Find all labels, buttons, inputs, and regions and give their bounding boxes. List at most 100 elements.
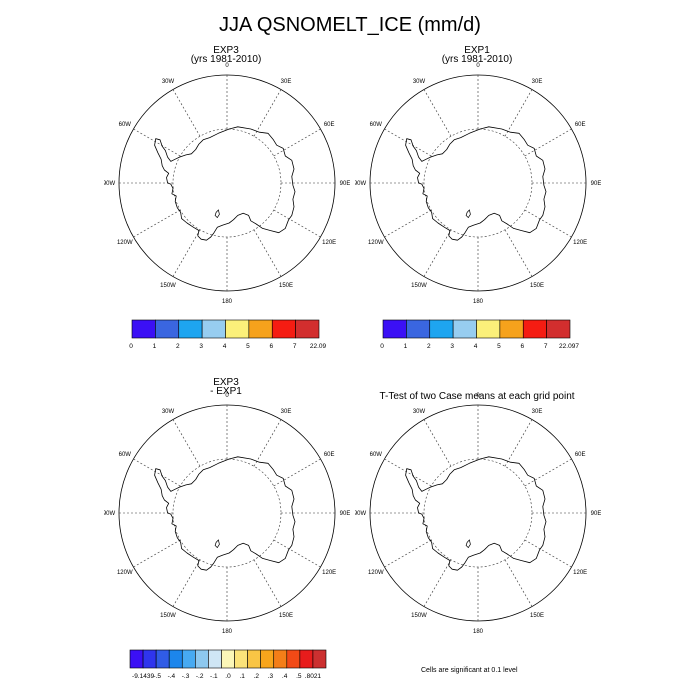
colorbar-label: 6 bbox=[269, 343, 273, 350]
colorbar-swatch bbox=[221, 649, 235, 669]
polar-map-exp1: 0 30E 60E 90E 120E 150E 180 150W 120W 90W 60W 30W bbox=[355, 63, 601, 305]
colorbar-label: .2 bbox=[254, 673, 260, 680]
meridian-line bbox=[253, 229, 282, 277]
longitude-label: 120E bbox=[573, 570, 587, 576]
meridian-line bbox=[253, 419, 282, 467]
meridian-line bbox=[172, 559, 201, 607]
polar-map-diff: 0 30E 60E 90E 120E 150E 180 150W 120W 90W 60W 30W bbox=[104, 393, 350, 635]
significance-note: Cells are significant at 0.1 level bbox=[421, 667, 518, 674]
meridian-line bbox=[384, 458, 432, 487]
longitude-label: 90E bbox=[340, 511, 350, 517]
longitude-label: 120W bbox=[117, 570, 133, 576]
antarctica-coastline bbox=[154, 456, 296, 571]
colorbar-swatch bbox=[299, 649, 314, 669]
longitude-label: 180 bbox=[222, 299, 233, 305]
colorbar-label: .3 bbox=[268, 673, 274, 680]
colorbar-swatch bbox=[142, 649, 157, 669]
colorbar-label: -.3 bbox=[182, 673, 190, 680]
colorbar-swatch bbox=[195, 649, 209, 669]
longitude-label: 120W bbox=[368, 570, 384, 576]
meridian-line bbox=[384, 128, 432, 157]
colorbar-label: 6 bbox=[520, 343, 524, 350]
meridian-line bbox=[504, 419, 533, 467]
longitude-label: 150W bbox=[411, 613, 427, 619]
colorbar-swatch bbox=[295, 319, 320, 339]
longitude-label: 120W bbox=[368, 240, 384, 246]
colorbar-label: -.1 bbox=[210, 673, 218, 680]
panel-title-diff-line1: EXP3 bbox=[213, 377, 239, 388]
colorbar-label: .1 bbox=[239, 673, 245, 680]
longitude-label: 60E bbox=[575, 452, 586, 458]
longitude-label: 60W bbox=[370, 122, 383, 128]
colorbar-swatch bbox=[499, 319, 524, 339]
meridian-line bbox=[524, 458, 572, 487]
colorbar-label: -9.1439 bbox=[132, 673, 154, 680]
longitude-label: 90W bbox=[104, 511, 116, 517]
longitude-label: 0 bbox=[225, 393, 229, 399]
colorbar-swatch bbox=[131, 319, 156, 339]
colorbar-label: 7 bbox=[293, 343, 297, 350]
colorbar-swatch bbox=[208, 649, 222, 669]
colorbar-label: -.2 bbox=[196, 673, 204, 680]
meridian-line bbox=[273, 128, 321, 157]
meridian-line bbox=[504, 89, 533, 137]
longitude-label: 60W bbox=[119, 452, 132, 458]
longitude-label: 90E bbox=[591, 511, 601, 517]
colorbar-swatch bbox=[248, 319, 273, 339]
longitude-label: 180 bbox=[473, 299, 484, 305]
longitude-label: 120E bbox=[573, 240, 587, 246]
colorbar-swatch bbox=[452, 319, 477, 339]
longitude-label: 120W bbox=[117, 240, 133, 246]
meridian-line bbox=[273, 539, 321, 568]
colorbar-swatch bbox=[286, 649, 301, 669]
colorbar-diff: -9.1439 -.5 -.4 -.3 -.2 -.1 .0 .1 .2 .3 .4 .5.8021 bbox=[129, 649, 327, 680]
meridian-line bbox=[253, 559, 282, 607]
longitude-label: 30E bbox=[532, 79, 543, 85]
panel-title-ttest-line1: T-Test of two Case means at each grid po… bbox=[379, 391, 575, 402]
panel-title-exp1: EXP1 (yrs 1981-2010) bbox=[377, 45, 577, 65]
panel-title-exp3-line2: (yrs 1981-2010) bbox=[190, 54, 262, 65]
meridian-line bbox=[133, 209, 181, 238]
colorbar-swatch bbox=[155, 649, 170, 669]
colorbar-label: 5 bbox=[497, 343, 501, 350]
panel-title-exp1-line1: EXP1 bbox=[464, 45, 490, 56]
colorbar-swatch bbox=[382, 319, 407, 339]
colorbar-label: 2 bbox=[427, 343, 431, 350]
meridian-line bbox=[384, 209, 432, 238]
longitude-label: 30E bbox=[532, 409, 543, 415]
colorbar-label: .5 bbox=[296, 673, 302, 680]
colorbar-label: 3 bbox=[450, 343, 454, 350]
longitude-label: 60E bbox=[324, 452, 335, 458]
island-outline bbox=[465, 209, 471, 219]
longitude-label: 150W bbox=[160, 283, 176, 289]
longitude-label: 150E bbox=[530, 283, 544, 289]
meridian-line bbox=[524, 128, 572, 157]
longitude-label: 120E bbox=[322, 240, 336, 246]
antarctica-coastline bbox=[405, 456, 547, 571]
colorbar-swatch bbox=[178, 319, 203, 339]
colorbar-label: 22.097 bbox=[559, 343, 579, 350]
meridian-line bbox=[524, 539, 572, 568]
colorbar-label: 3 bbox=[199, 343, 203, 350]
colorbar-swatch bbox=[271, 319, 296, 339]
colorbar-swatch bbox=[260, 649, 275, 669]
colorbar-label: .4 bbox=[282, 673, 288, 680]
longitude-label: 0 bbox=[476, 63, 480, 69]
colorbar-label: 0 bbox=[380, 343, 384, 350]
colorbar-label: -.5 bbox=[153, 673, 161, 680]
colorbar-exp1: 0 1 2 3 4 5 6 7 22.097 bbox=[380, 319, 579, 350]
meridian-line bbox=[524, 209, 572, 238]
colorbar-label: 7 bbox=[544, 343, 548, 350]
colorbar-label: .8021 bbox=[305, 673, 322, 680]
longitude-label: 150E bbox=[279, 613, 293, 619]
island-outline bbox=[465, 539, 471, 549]
meridian-line bbox=[423, 229, 452, 277]
longitude-label: 90E bbox=[340, 181, 350, 187]
latitude-circle bbox=[172, 458, 282, 568]
colorbar-swatch bbox=[247, 649, 261, 669]
longitude-label: 90E bbox=[591, 181, 601, 187]
meridian-line bbox=[273, 458, 321, 487]
colorbar-label: 4 bbox=[474, 343, 478, 350]
colorbar-swatch bbox=[312, 649, 327, 669]
colorbar-label: 1 bbox=[153, 343, 157, 350]
